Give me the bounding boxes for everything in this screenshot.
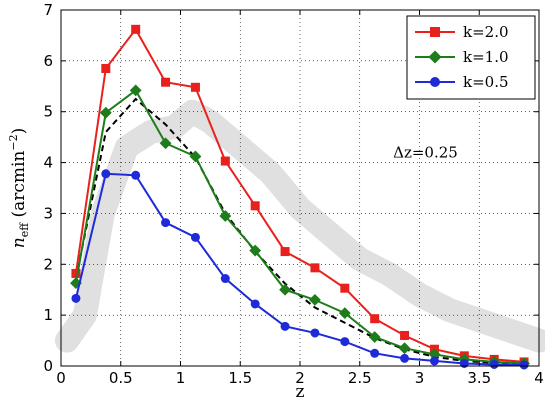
data-point bbox=[280, 321, 290, 331]
y-tick-label: 6 bbox=[43, 52, 53, 70]
data-point bbox=[370, 314, 380, 324]
x-tick-label: 4 bbox=[534, 369, 544, 387]
y-tick-label: 4 bbox=[43, 154, 53, 172]
y-tick-label: 3 bbox=[43, 204, 53, 222]
ticks-layer: 0 0.5 1 1.5 2 2.5 3 3.5 4 0 1 2 3 4 5 6 7 bbox=[43, 1, 543, 387]
legend-label: k=1.0 bbox=[463, 48, 509, 66]
data-point bbox=[489, 359, 499, 369]
x-tick-label: 2.5 bbox=[348, 369, 372, 387]
data-point bbox=[129, 84, 142, 97]
data-point bbox=[429, 356, 439, 366]
data-point bbox=[71, 293, 81, 303]
y-tick-label: 0 bbox=[43, 357, 53, 375]
data-point bbox=[131, 24, 141, 34]
data-point bbox=[220, 274, 230, 284]
data-point bbox=[310, 263, 320, 273]
series-k-1-0 bbox=[70, 84, 530, 370]
data-point bbox=[159, 137, 172, 150]
data-point bbox=[219, 210, 232, 222]
annotation-dz: Δz=0.25 bbox=[393, 143, 458, 161]
y-axis-title: neff (arcmin−2) bbox=[7, 128, 31, 248]
x-tick-label: 2 bbox=[295, 369, 305, 387]
legend-label: k=2.0 bbox=[463, 23, 509, 41]
data-point bbox=[340, 283, 350, 293]
y-axis-title-rest: (arcmin bbox=[9, 151, 29, 223]
data-point bbox=[249, 244, 262, 257]
data-point bbox=[101, 169, 111, 179]
data-point bbox=[161, 218, 171, 228]
x-tick-label: 0 bbox=[56, 369, 66, 387]
legend-entry: k=1.0 bbox=[415, 48, 509, 66]
legend-label: k=0.5 bbox=[463, 73, 509, 91]
series-line bbox=[74, 172, 525, 366]
series-line bbox=[74, 27, 525, 363]
data-point bbox=[250, 201, 260, 211]
x-tick-label: 1 bbox=[176, 369, 186, 387]
series-layer bbox=[70, 24, 530, 370]
legend-entry: k=2.0 bbox=[415, 23, 509, 41]
legend-marker bbox=[430, 27, 440, 37]
x-axis-title: z bbox=[296, 382, 305, 400]
data-point bbox=[279, 283, 291, 296]
data-point bbox=[99, 106, 112, 119]
series-k-2-0 bbox=[71, 24, 529, 367]
legend-entry: k=0.5 bbox=[415, 73, 509, 91]
data-point bbox=[309, 293, 321, 306]
series-line bbox=[74, 88, 525, 365]
legend: k=2.0 k=1.0 k=0.5 bbox=[406, 15, 536, 100]
data-point bbox=[131, 170, 141, 180]
gray-band-curve bbox=[54, 99, 545, 353]
data-point bbox=[189, 150, 202, 163]
x-tick-label: 3 bbox=[415, 369, 425, 387]
data-point bbox=[190, 82, 200, 92]
data-point bbox=[101, 63, 111, 73]
y-tick-label: 2 bbox=[43, 255, 53, 273]
x-tick-label: 1.5 bbox=[228, 369, 252, 387]
data-point bbox=[161, 77, 171, 87]
data-point bbox=[368, 331, 381, 343]
data-point bbox=[250, 299, 260, 309]
data-point bbox=[400, 353, 410, 363]
data-point bbox=[220, 156, 230, 166]
legend-marker bbox=[430, 77, 440, 87]
data-point bbox=[370, 348, 380, 358]
data-point bbox=[310, 328, 320, 338]
data-point bbox=[398, 342, 411, 355]
y-axis-title-sub: eff bbox=[18, 222, 31, 238]
y-tick-label: 5 bbox=[43, 103, 53, 121]
y-tick-label: 1 bbox=[43, 306, 53, 324]
x-tick-label: 3.5 bbox=[467, 369, 491, 387]
data-point bbox=[338, 307, 351, 320]
data-point bbox=[190, 232, 200, 242]
grid-layer bbox=[61, 10, 539, 366]
x-tick-label: 0.5 bbox=[109, 369, 133, 387]
gray-band-layer bbox=[54, 99, 545, 353]
y-tick-label: 7 bbox=[43, 1, 53, 19]
data-point bbox=[400, 330, 410, 340]
series-k-0-5 bbox=[71, 169, 529, 370]
data-point bbox=[280, 247, 290, 257]
data-point bbox=[459, 358, 469, 368]
data-point bbox=[519, 360, 529, 370]
y-axis-title-exp: −2 bbox=[7, 134, 20, 150]
data-point bbox=[340, 337, 350, 347]
y-axis-title-base: n bbox=[9, 237, 29, 248]
y-axis-title-close: ) bbox=[9, 128, 29, 135]
legend-marker bbox=[428, 50, 442, 64]
